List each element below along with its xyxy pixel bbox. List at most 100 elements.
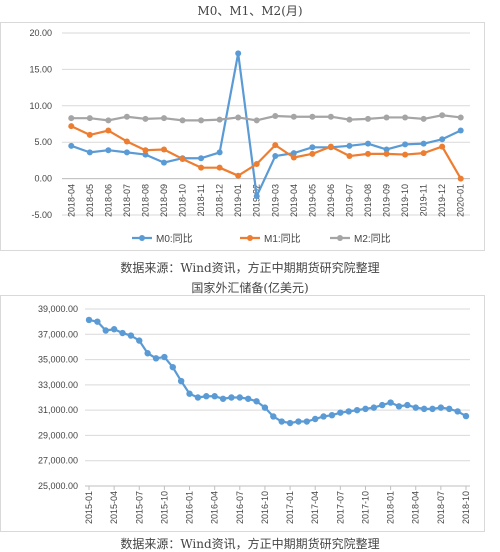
chart1-data-point bbox=[365, 150, 371, 157]
chart1-x-tick: 2018-04 bbox=[66, 184, 76, 217]
chart1-data-point bbox=[439, 136, 446, 143]
chart2-data-point bbox=[345, 408, 352, 415]
chart1-data-point bbox=[105, 117, 112, 124]
chart2-data-point bbox=[211, 393, 218, 400]
chart1-data-point bbox=[68, 142, 75, 149]
chart1-data-point bbox=[402, 114, 409, 121]
chart2-data-point bbox=[303, 418, 311, 425]
chart2-data-point bbox=[395, 403, 403, 410]
chart1-y-tick: 10.00 bbox=[29, 101, 52, 111]
chart2-y-tick: 25,000.00 bbox=[38, 481, 78, 491]
chart1-data-point bbox=[327, 113, 334, 120]
chart1-data-point bbox=[457, 175, 464, 182]
chart2-x-tick: 2016-01 bbox=[185, 491, 195, 524]
chart2-x-tick: 2018-07 bbox=[436, 491, 446, 524]
chart2-data-point bbox=[194, 394, 202, 401]
chart1-data-point bbox=[86, 131, 93, 138]
chart1-data-point bbox=[420, 140, 427, 147]
chart2-x-tick: 2015-07 bbox=[134, 491, 144, 524]
chart1-data-point bbox=[309, 150, 316, 157]
chart2-x-tick: 2017-04 bbox=[310, 491, 320, 524]
chart2-data-point bbox=[286, 419, 294, 427]
chart1-data-point bbox=[86, 149, 93, 156]
chart1-legend-label: M2:同比 bbox=[354, 233, 391, 245]
chart1-data-point bbox=[142, 147, 149, 154]
chart1-legend-marker bbox=[247, 235, 253, 241]
chart2-data-point bbox=[85, 316, 93, 324]
chart1-data-point bbox=[142, 151, 149, 158]
chart1-legend-label: M0:同比 bbox=[156, 233, 193, 245]
chart1-data-point bbox=[123, 149, 130, 156]
chart2-x-tick: 2015-10 bbox=[159, 491, 169, 524]
chart2-data-point bbox=[362, 405, 369, 413]
chart1-svg: 20.00 15.00 10.00 5.00 0.00 -5.00 2018-04 2018-… bbox=[0, 22, 485, 251]
chart1-data-point bbox=[383, 114, 390, 121]
chart1-y-tick: 20.00 bbox=[29, 28, 52, 38]
chart1-x-tick: 2018-06 bbox=[103, 184, 113, 217]
chart1-legend-marker bbox=[337, 235, 343, 241]
chart2-data-point bbox=[236, 394, 243, 401]
chart2-y-tick: 39,000.00 bbox=[38, 304, 78, 314]
chart2-data-point bbox=[136, 337, 143, 344]
chart1-data-point bbox=[420, 150, 427, 157]
chart1-data-point bbox=[457, 114, 464, 121]
chart2-y-tick: 31,000.00 bbox=[38, 405, 78, 415]
chart1-data-point bbox=[235, 50, 242, 57]
chart2-title: 国家外汇储备(亿美元) bbox=[191, 281, 309, 295]
chart1-x-tick: 2019-08 bbox=[363, 184, 373, 217]
chart1-data-point bbox=[198, 117, 205, 124]
chart2-data-point bbox=[102, 327, 109, 334]
chart1-data-point bbox=[142, 115, 149, 122]
chart2-data-point bbox=[446, 405, 453, 413]
chart2-x-tick: 2017-10 bbox=[360, 491, 370, 524]
chart1-data-point bbox=[272, 142, 279, 149]
chart1-data-point bbox=[105, 127, 112, 134]
chart2-data-point bbox=[186, 390, 193, 397]
chart2-data-point bbox=[228, 394, 235, 401]
chart1-data-point bbox=[105, 147, 112, 154]
chart2-data-point bbox=[454, 408, 461, 415]
chart1-series-line bbox=[70, 52, 462, 198]
chart2-x-tick: 2017-01 bbox=[285, 491, 295, 524]
chart1-y-tick: 15.00 bbox=[29, 64, 52, 74]
chart1-y-tick: 5.00 bbox=[34, 137, 52, 147]
chart1-data-point bbox=[198, 164, 205, 171]
chart1-x-tick: 2019-03 bbox=[270, 184, 280, 217]
chart2-source: 数据来源：Wind资讯，方正中期期货研究院整理 bbox=[120, 537, 380, 551]
chart2-y-tick: 33,000.00 bbox=[38, 380, 78, 390]
chart1-x-tick: 2018-09 bbox=[159, 184, 169, 217]
chart1-data-point bbox=[365, 140, 371, 147]
chart1-data-point bbox=[290, 154, 297, 161]
chart1-x-tick: 2018-11 bbox=[196, 184, 206, 216]
chart1-legend-marker bbox=[139, 235, 145, 241]
chart2-data-point bbox=[152, 355, 160, 362]
chart1-title: M0、M1、M2(月) bbox=[197, 4, 303, 18]
chart1-x-tick: 2018-07 bbox=[122, 184, 132, 217]
chart2-x-tick: 2018-10 bbox=[461, 491, 471, 524]
chart1-data-point bbox=[216, 149, 223, 156]
chart1-data-point bbox=[123, 138, 130, 145]
chart2-data-point bbox=[244, 395, 252, 402]
chart1-data-point bbox=[420, 115, 427, 122]
chart1-data-point bbox=[161, 146, 167, 153]
chart1-x-tick: 2019-06 bbox=[326, 184, 336, 217]
chart1-data-point bbox=[402, 141, 409, 148]
chart1-x-tick: 2018-08 bbox=[140, 184, 150, 217]
chart2-data-point bbox=[353, 406, 361, 414]
chart2-data-point bbox=[387, 399, 394, 406]
chart1-data-point bbox=[457, 127, 464, 134]
chart2-data-point bbox=[177, 377, 185, 385]
chart2-x-tick: 2018-01 bbox=[386, 491, 396, 524]
chart2-data-point bbox=[370, 404, 378, 411]
chart2-data-point bbox=[219, 395, 227, 402]
chart1-x-tick: 2019-05 bbox=[307, 184, 317, 217]
chart1-data-point bbox=[253, 193, 260, 200]
chart2-data-point bbox=[144, 350, 151, 357]
chart1-data-point bbox=[402, 151, 409, 158]
chart1-series-line bbox=[71, 114, 461, 122]
chart1-data-point bbox=[272, 112, 279, 119]
chart1-x-tick: 2019-07 bbox=[344, 184, 354, 217]
chart2-data-point bbox=[110, 326, 118, 333]
chart1-x-tick: 2019-09 bbox=[382, 184, 392, 217]
